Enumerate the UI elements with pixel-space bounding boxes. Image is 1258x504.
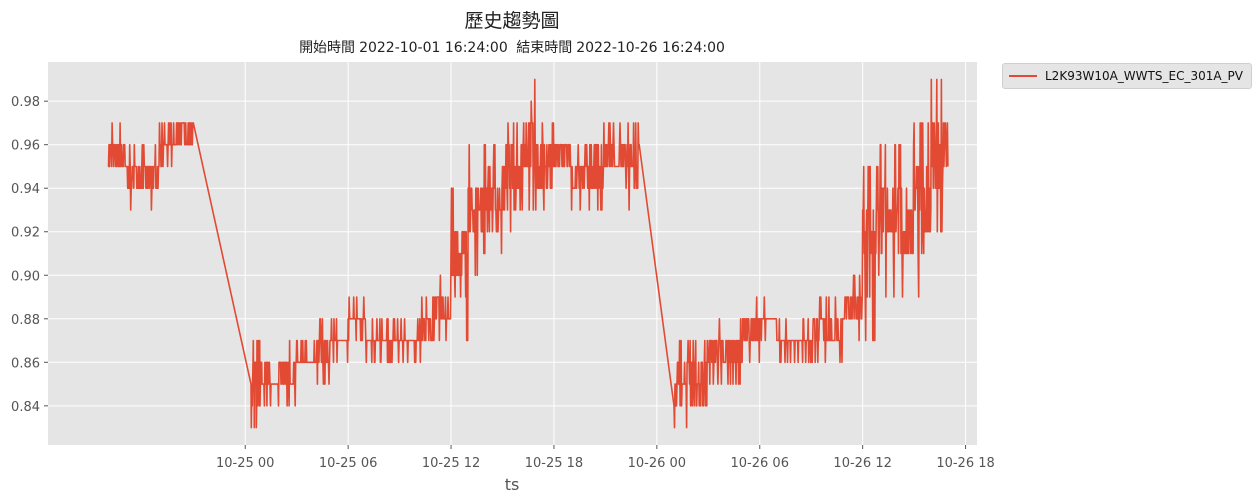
x-tick-label: 10-25 00 [216, 456, 274, 471]
legend-entry-label: L2K93W10A_WWTS_EC_301A_PV [1045, 69, 1243, 83]
start-time: 2022-10-01 16:24:00 [359, 40, 508, 56]
series-layer [107, 78, 949, 429]
legend-swatch [1009, 75, 1037, 77]
x-tick-label: 10-26 00 [628, 456, 686, 471]
y-tick-label: 0.98 [11, 95, 40, 110]
start-label: 開始時間 [299, 40, 356, 56]
x-axis-label: ts [505, 475, 520, 494]
series-line [107, 78, 949, 429]
x-tick-label: 10-26 12 [833, 456, 891, 471]
end-label: 結束時間 [516, 40, 573, 56]
x-tick-labels: 10-25 00 10-25 06 10-25 12 10-25 18 10-26 00… [216, 445, 995, 471]
y-tick-label: 0.88 [11, 313, 40, 328]
legend: L2K93W10A_WWTS_EC_301A_PV [1002, 63, 1252, 89]
y-tick-label: 0.86 [11, 356, 40, 371]
y-tick-label: 0.92 [11, 226, 40, 241]
y-tick-label: 0.84 [11, 400, 40, 415]
y-tick-labels: 0.84 0.86 0.88 0.90 0.92 0.94 0.96 0.98 [11, 95, 48, 415]
chart-subtitle: 開始時間 2022-10-01 16:24:00 結束時間 2022-10-26 1… [0, 37, 1024, 57]
x-tick-label: 10-26 06 [731, 456, 789, 471]
x-tick-label: 10-25 06 [319, 456, 377, 471]
y-tick-label: 0.90 [11, 269, 40, 284]
plot-area [48, 62, 977, 445]
y-tick-label: 0.94 [11, 182, 40, 197]
end-time: 2022-10-26 16:24:00 [576, 40, 725, 56]
x-tick-label: 10-26 18 [936, 456, 994, 471]
y-tick-label: 0.96 [11, 139, 40, 154]
chart-title: 歷史趨勢圖 [464, 10, 560, 32]
x-tick-label: 10-25 18 [525, 456, 583, 471]
x-tick-label: 10-25 12 [422, 456, 480, 471]
